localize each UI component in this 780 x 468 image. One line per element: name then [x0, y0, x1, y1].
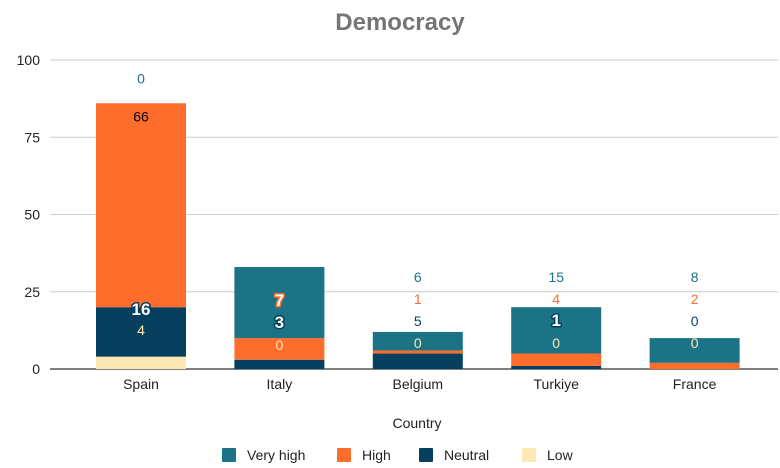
- data-label-high: 1: [414, 291, 422, 307]
- bar-high: [234, 338, 325, 360]
- data-label-high: 7: [275, 291, 284, 310]
- x-axis-tick-labels: Spain Italy Belgium Turkiye France: [123, 376, 717, 392]
- data-label-high: 66: [133, 108, 149, 124]
- x-tick-label: Turkiye: [534, 376, 580, 392]
- y-axis-tick-labels: 0 25 50 75 100: [17, 52, 41, 377]
- data-label-very-high: 15: [548, 269, 564, 285]
- data-label-neutral: 0: [691, 313, 699, 329]
- bar-low: [96, 356, 186, 369]
- chart-title: Democracy: [335, 9, 465, 36]
- x-tick-label: Spain: [123, 376, 159, 392]
- x-tick-label: France: [673, 376, 717, 392]
- data-label-low: 0: [691, 335, 699, 351]
- data-label-very-high: 23: [272, 271, 288, 287]
- legend-swatch-low: [522, 448, 536, 462]
- data-label-low: 0: [414, 335, 422, 351]
- data-label-neutral: 5: [414, 313, 422, 329]
- data-label-neutral: 3: [275, 313, 284, 332]
- data-label-high: 2: [691, 291, 699, 307]
- data-label-very-high: 6: [414, 269, 422, 285]
- bar-high: [649, 362, 740, 369]
- bar-very-high: [372, 331, 463, 351]
- data-label-high: 4: [552, 291, 560, 307]
- data-label-low: 0: [552, 335, 560, 351]
- legend-swatch-high: [337, 448, 351, 462]
- bar-neutral: [96, 307, 186, 357]
- data-label-very-high: 0: [137, 70, 145, 86]
- bar-very-high: [649, 338, 740, 363]
- y-tick-label: 75: [24, 129, 40, 145]
- bar-high: [96, 103, 186, 308]
- x-axis-title: Country: [392, 415, 441, 431]
- legend-label-neutral: Neutral: [444, 447, 489, 463]
- bar-neutral: [372, 353, 463, 369]
- y-tick-label: 100: [17, 52, 41, 68]
- x-tick-label: Belgium: [393, 376, 444, 392]
- y-tick-label: 50: [24, 207, 40, 223]
- bar-neutral: [234, 359, 325, 369]
- data-label-low: 4: [137, 322, 145, 338]
- legend: Very high High Neutral Low: [222, 447, 574, 463]
- bar-very-high: [511, 307, 602, 354]
- legend-label-high: High: [362, 447, 391, 463]
- bar-very-high: [234, 267, 325, 339]
- data-label-neutral: 16: [132, 300, 151, 319]
- bar-neutral: [511, 365, 602, 369]
- data-label-neutral: 1: [551, 311, 560, 330]
- legend-swatch-neutral: [419, 448, 433, 462]
- legend-label-very-high: Very high: [247, 447, 305, 463]
- y-tick-label: 0: [32, 361, 40, 377]
- bar-high: [511, 353, 602, 366]
- bars: [96, 103, 740, 369]
- data-label-low: 0: [276, 337, 284, 353]
- legend-label-low: Low: [547, 447, 574, 463]
- legend-swatch-very-high: [222, 448, 236, 462]
- bar-high: [372, 350, 463, 354]
- y-tick-label: 25: [24, 284, 40, 300]
- data-label-very-high: 8: [691, 269, 699, 285]
- x-tick-label: Italy: [267, 376, 293, 392]
